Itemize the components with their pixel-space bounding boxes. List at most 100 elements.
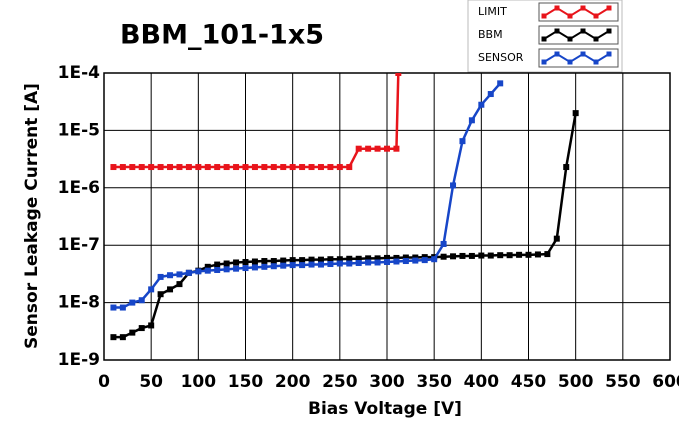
data-point — [167, 286, 174, 293]
data-point — [289, 164, 296, 171]
data-point — [365, 255, 372, 262]
data-point — [251, 264, 258, 271]
data-point — [138, 164, 145, 171]
data-point — [402, 258, 409, 265]
legend-marker — [593, 36, 599, 42]
data-point — [119, 334, 126, 341]
data-point — [572, 110, 579, 117]
data-point — [204, 164, 211, 171]
legend-marker — [567, 59, 573, 65]
data-point — [478, 252, 485, 259]
data-point — [317, 261, 324, 268]
data-point — [516, 251, 523, 258]
data-point — [167, 272, 174, 279]
legend-marker — [593, 13, 599, 19]
legend-marker — [554, 5, 560, 11]
data-point — [336, 164, 343, 171]
x-tick-label: 50 — [139, 372, 163, 392]
data-point — [289, 257, 296, 264]
data-point — [402, 254, 409, 261]
data-point — [110, 334, 117, 341]
y-tick-label: 1E-8 — [58, 293, 100, 313]
data-point — [355, 259, 362, 266]
data-point — [176, 164, 183, 171]
data-point — [327, 256, 334, 263]
data-point — [440, 240, 447, 247]
data-point — [110, 164, 117, 171]
data-point — [270, 258, 277, 265]
data-point — [374, 255, 381, 262]
data-point — [346, 260, 353, 267]
data-point — [185, 269, 192, 276]
legend-marker — [567, 36, 573, 42]
data-point — [204, 263, 211, 270]
data-point — [214, 261, 221, 268]
x-tick-label: 250 — [322, 372, 358, 392]
data-point — [167, 164, 174, 171]
data-point — [393, 254, 400, 261]
data-point — [317, 164, 324, 171]
data-point — [355, 145, 362, 152]
data-point — [346, 255, 353, 262]
data-point — [261, 263, 268, 270]
legend-marker — [580, 51, 586, 57]
x-tick-label: 350 — [416, 372, 452, 392]
data-point — [251, 164, 258, 171]
x-tick-label: 400 — [464, 372, 500, 392]
data-point — [355, 255, 362, 262]
legend-marker — [541, 13, 547, 19]
data-point — [129, 164, 136, 171]
y-tick-label: 1E-5 — [58, 120, 100, 140]
data-point — [119, 164, 126, 171]
data-point — [384, 258, 390, 265]
data-point — [468, 117, 475, 124]
data-point — [336, 256, 343, 263]
x-tick-label: 450 — [511, 372, 547, 392]
data-point — [223, 260, 230, 267]
data-point — [365, 145, 372, 152]
data-point — [233, 265, 240, 272]
legend-marker — [554, 51, 560, 57]
data-point — [251, 258, 258, 265]
data-point — [393, 258, 400, 265]
x-tick-label: 200 — [275, 372, 311, 392]
data-point — [308, 164, 315, 171]
data-point — [374, 145, 381, 152]
legend-marker — [580, 28, 586, 34]
x-tick-label: 0 — [98, 372, 110, 392]
data-point — [195, 268, 202, 275]
legend-marker — [541, 59, 547, 65]
data-point — [450, 182, 457, 189]
y-tick-label: 1E-7 — [58, 235, 100, 255]
data-point — [233, 259, 240, 266]
x-axis-label: Bias Voltage [V] — [308, 399, 462, 419]
data-point — [459, 252, 466, 259]
x-tick-label: 500 — [558, 372, 594, 392]
data-point — [129, 329, 136, 336]
data-point — [308, 261, 315, 268]
data-point — [270, 164, 277, 171]
data-point — [280, 262, 287, 269]
data-point — [544, 251, 551, 258]
plot-data — [110, 73, 579, 341]
y-tick-label: 1E-4 — [58, 63, 100, 83]
data-point — [185, 164, 192, 171]
legend-marker — [606, 51, 612, 57]
data-point — [365, 259, 372, 266]
data-point — [440, 253, 447, 260]
x-tick-label: 150 — [228, 372, 264, 392]
data-point — [478, 101, 485, 108]
data-point — [450, 253, 457, 260]
legend-marker — [580, 5, 586, 11]
data-point — [195, 164, 202, 171]
data-point — [374, 259, 381, 266]
legend-marker — [593, 59, 599, 65]
data-point — [157, 291, 164, 298]
data-point — [346, 164, 353, 171]
data-point — [553, 235, 560, 242]
data-point — [327, 261, 334, 268]
chart-title: BBM_101-1x5 — [120, 20, 324, 51]
data-point — [242, 258, 249, 265]
legend-marker — [567, 13, 573, 19]
